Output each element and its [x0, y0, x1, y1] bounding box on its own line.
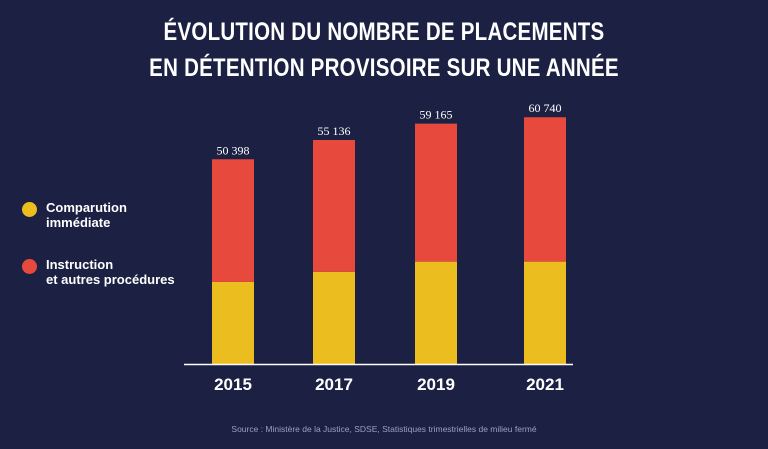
- x-tick-label-2019: 2019: [417, 375, 455, 394]
- legend-label-instruction-1: Instruction: [46, 257, 114, 272]
- x-tick-label-2021: 2021: [526, 375, 564, 394]
- total-label-2019: 59 165: [420, 108, 453, 122]
- chart-title: ÉVOLUTION DU NOMBRE DE PLACEMENTS EN DÉT…: [69, 14, 699, 86]
- legend-label-comparution-1: Comparution: [46, 200, 127, 215]
- total-label-2017: 55 136: [318, 124, 351, 138]
- bar-instruction-2015: [212, 159, 254, 282]
- title-line-2: EN DÉTENTION PROVISOIRE SUR UNE ANNÉE: [149, 54, 619, 82]
- legend: Comparution immédiate Instruction et aut…: [22, 200, 175, 314]
- bar-comparution-2021: [524, 261, 566, 364]
- x-tick-label-2015: 2015: [214, 375, 252, 394]
- legend-swatch-comparution: [22, 202, 37, 217]
- legend-label-comparution-2: immédiate: [46, 215, 111, 230]
- total-label-2015: 50 398: [217, 143, 250, 157]
- bar-comparution-2015: [212, 281, 254, 364]
- total-label-2021: 60 740: [529, 101, 562, 115]
- bar-instruction-2017: [313, 140, 355, 272]
- legend-swatch-instruction: [22, 259, 37, 274]
- legend-item-comparution: Comparution immédiate: [22, 200, 175, 230]
- bar-instruction-2021: [524, 117, 566, 262]
- source-note: Source : Ministère de la Justice, SDSE, …: [231, 424, 537, 434]
- bar-comparution-2019: [415, 261, 457, 364]
- bar-comparution-2017: [313, 271, 355, 364]
- legend-item-instruction: Instruction et autres procédures: [22, 257, 175, 287]
- x-tick-label-2017: 2017: [315, 375, 353, 394]
- title-line-1: ÉVOLUTION DU NOMBRE DE PLACEMENTS: [163, 18, 605, 46]
- legend-label-instruction-2: et autres procédures: [46, 272, 175, 287]
- bar-instruction-2019: [415, 123, 457, 262]
